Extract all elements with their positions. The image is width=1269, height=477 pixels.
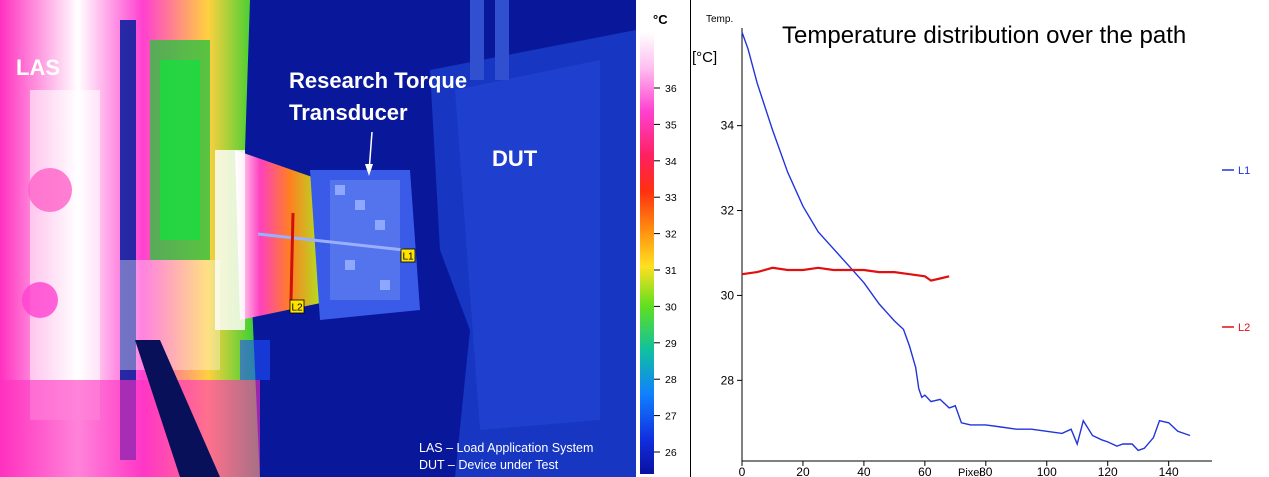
x-axis-label: Pixel <box>958 467 982 477</box>
y-axis-label-temp: Temp. <box>706 14 733 25</box>
x-tick-label: 140 <box>1159 465 1179 477</box>
y-tick-label: 34 <box>721 119 735 133</box>
thermal-image: L1 L2 LAS Research Torque Transducer DUT… <box>0 0 677 477</box>
colorbar-tick-label: 28 <box>665 374 677 386</box>
measurement-line-l2 <box>289 212 295 301</box>
x-tick-label: 100 <box>1037 465 1057 477</box>
temperature-chart: Temperature distribution over the path T… <box>690 0 1269 477</box>
marker-l2: L2 <box>292 303 304 314</box>
legend-dut: DUT – Device under Test <box>419 458 559 472</box>
series-line-l1 <box>741 31 1191 452</box>
legend-label-l2: L2 <box>1238 322 1250 334</box>
y-axis-unit: [°C] <box>692 49 717 66</box>
colorbar-tick-label: 30 <box>665 301 677 313</box>
colorbar-tick-label: 29 <box>665 338 677 350</box>
chart-title: Temperature distribution over the path <box>782 22 1186 49</box>
colorbar-tick-label: 35 <box>665 119 677 131</box>
marker-l1: L1 <box>403 252 415 263</box>
label-transducer: Transducer <box>289 100 408 125</box>
colorbar-tick-label: 32 <box>665 229 677 241</box>
x-tick-label: 0 <box>739 465 746 477</box>
x-tick-label: 20 <box>796 465 810 477</box>
x-tick-label: 40 <box>857 465 871 477</box>
colorbar-tick-label: 34 <box>665 156 677 168</box>
measurement-line-l1 <box>257 232 405 252</box>
colorbar-ticks: 36 35 34 33 32 31 30 29 28 27 26 <box>654 83 677 459</box>
label-research-torque: Research Torque <box>289 68 467 93</box>
colorbar <box>640 32 654 474</box>
series-line-l2 <box>741 266 950 282</box>
colorbar-tick-label: 36 <box>665 83 677 95</box>
y-tick-label: 32 <box>721 204 735 218</box>
colorbar-tick-label: 33 <box>665 192 677 204</box>
x-tick-label: 80 <box>979 465 993 477</box>
legend-label-l1: L1 <box>1238 165 1250 177</box>
colorbar-unit: °C <box>653 12 668 27</box>
y-tick-label: 30 <box>721 288 735 302</box>
label-las: LAS <box>16 55 60 80</box>
x-tick-label: 60 <box>918 465 932 477</box>
y-tick-label: 28 <box>721 373 735 387</box>
colorbar-tick-label: 27 <box>665 411 677 423</box>
x-tick-label: 120 <box>1098 465 1118 477</box>
colorbar-tick-label: 31 <box>665 265 677 277</box>
colorbar-tick-label: 26 <box>665 447 677 459</box>
shaft-hot-zone <box>235 150 335 320</box>
legend-las: LAS – Load Application System <box>419 441 593 455</box>
label-dut: DUT <box>492 146 538 171</box>
